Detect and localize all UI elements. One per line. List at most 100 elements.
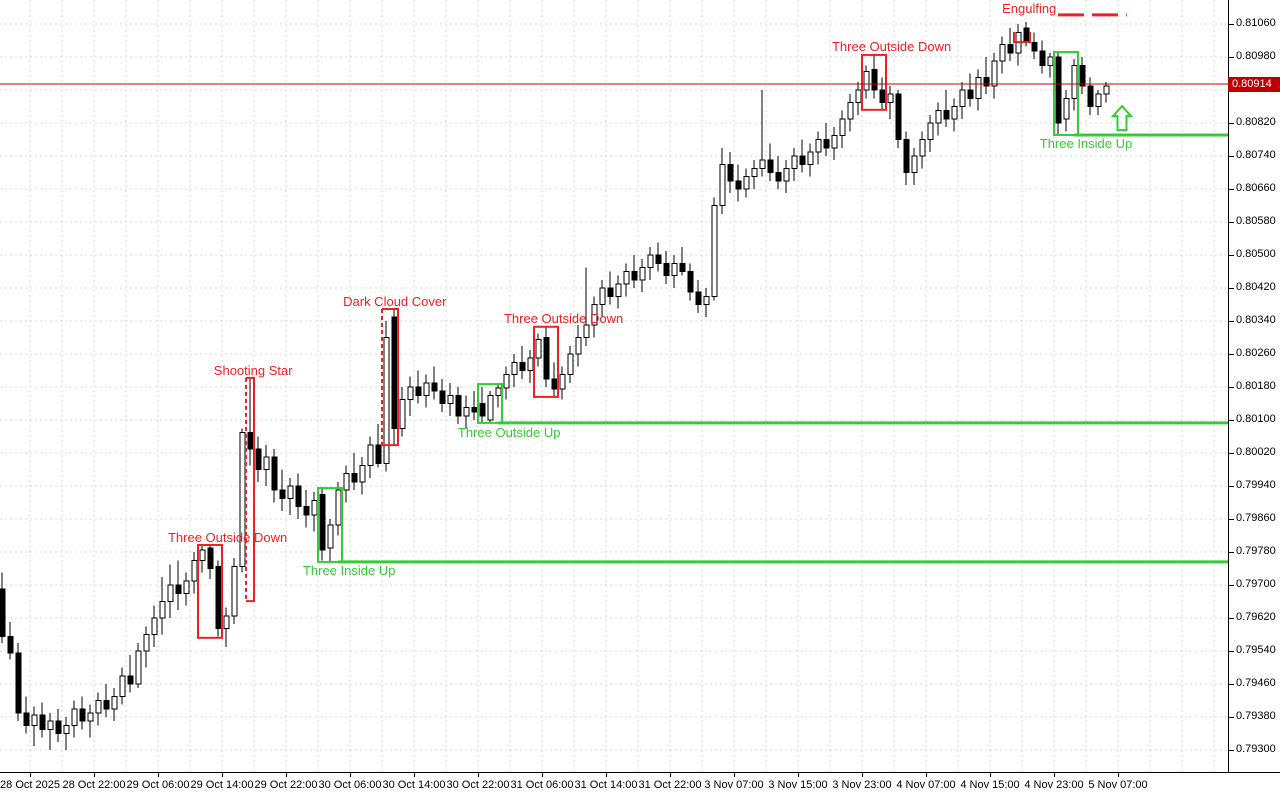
price-tick-label: 0.79620 [1236,611,1276,623]
time-tick [606,773,607,777]
price-tick-label: 0.79860 [1236,512,1276,524]
time-axis: 28 Oct 2025 28 Oct 22:00 29 Oct 06:00 29 Oc… [0,772,1280,800]
price-tick [1229,255,1234,256]
pattern-label: Dark Cloud Cover [343,294,447,309]
grid [0,0,1228,772]
time-tick-label: 31 Oct 14:00 [574,779,638,791]
time-tick-label: 3 Nov 15:00 [768,779,828,791]
price-tick [1229,156,1234,157]
price-tick [1229,585,1234,586]
price-tick-label: 0.81060 [1236,17,1276,29]
time-tick-label: 31 Oct 22:00 [638,779,702,791]
price-axis: 0.810600.809800.809000.808200.807400.806… [1228,0,1280,772]
price-tick [1229,486,1234,487]
time-tick-label: 3 Nov 07:00 [704,779,764,791]
price-tick [1229,123,1234,124]
pattern-rays [338,13,1228,564]
time-tick-label: 28 Oct 2025 [0,779,60,791]
price-tick [1229,222,1234,223]
pattern-label: Three Outside Down [168,530,287,545]
candlestick-plot[interactable]: Three Outside Down Shooting Star Dark Clou… [0,0,1228,772]
time-tick [990,773,991,777]
time-tick [670,773,671,777]
time-tick [350,773,351,777]
pattern-markers: Three Outside Down Shooting Star Dark Clou… [168,1,1134,639]
time-tick-label: 3 Nov 23:00 [832,779,892,791]
price-tick-label: 0.80820 [1236,116,1276,128]
time-tick [222,773,223,777]
price-tick-label: 0.80020 [1236,446,1276,458]
time-tick-label: 5 Nov 07:00 [1088,779,1148,791]
time-tick [734,773,735,777]
current-price-badge: 0.80914 [1228,77,1280,92]
price-tick [1229,651,1234,652]
pattern-label: Three Inside Up [1040,136,1133,151]
price-tick-label: 0.80660 [1236,182,1276,194]
price-tick [1229,189,1234,190]
price-tick [1229,57,1234,58]
price-tick [1229,684,1234,685]
time-tick-label: 29 Oct 14:00 [190,779,254,791]
price-tick [1229,354,1234,355]
time-tick [478,773,479,777]
price-tick-label: 0.79940 [1236,479,1276,491]
pattern-label: Shooting Star [214,363,293,378]
time-tick [158,773,159,777]
time-tick [286,773,287,777]
time-tick [862,773,863,777]
price-tick-label: 0.79700 [1236,578,1276,590]
time-tick-label: 31 Oct 06:00 [510,779,574,791]
price-tick-label: 0.79460 [1236,677,1276,689]
up-arrow-icon [1110,104,1134,132]
time-tick-label: 30 Oct 06:00 [318,779,382,791]
price-tick-label: 0.80740 [1236,149,1276,161]
pattern-label: Three Outside Down [832,39,951,54]
price-tick-label: 0.80420 [1236,281,1276,293]
price-tick-label: 0.79380 [1236,710,1276,722]
price-tick [1229,321,1234,322]
price-tick-label: 0.80980 [1236,50,1276,62]
price-tick-label: 0.80180 [1236,380,1276,392]
pattern-label: Engulfing [1002,1,1056,16]
price-tick-label: 0.79300 [1236,743,1276,755]
price-tick-label: 0.80500 [1236,248,1276,260]
pattern-label: Three Outside Up [458,425,561,440]
price-tick [1229,288,1234,289]
price-tick [1229,420,1234,421]
price-tick [1229,750,1234,751]
price-tick-label: 0.79780 [1236,545,1276,557]
time-tick [542,773,543,777]
price-tick [1229,453,1234,454]
price-tick-label: 0.80580 [1236,215,1276,227]
time-tick-label: 4 Nov 23:00 [1024,779,1084,791]
time-tick [926,773,927,777]
price-tick-label: 0.80100 [1236,413,1276,425]
pattern-label: Three Outside Down [504,311,623,326]
time-tick-label: 30 Oct 22:00 [446,779,510,791]
price-tick [1229,519,1234,520]
price-tick-label: 0.80340 [1236,314,1276,326]
time-tick [798,773,799,777]
time-tick-label: 4 Nov 07:00 [896,779,956,791]
price-tick [1229,618,1234,619]
price-tick [1229,24,1234,25]
time-tick-label: 30 Oct 14:00 [382,779,446,791]
price-tick [1229,552,1234,553]
time-tick-label: 29 Oct 06:00 [126,779,190,791]
time-tick [1118,773,1119,777]
time-tick-label: 28 Oct 22:00 [62,779,126,791]
price-tick [1229,717,1234,718]
time-tick [94,773,95,777]
pattern-label: Three Inside Up [303,563,396,578]
price-tick-label: 0.79540 [1236,644,1276,656]
time-tick [414,773,415,777]
time-tick-label: 4 Nov 15:00 [960,779,1020,791]
time-tick [1054,773,1055,777]
time-tick [30,773,31,777]
candles [0,21,1110,750]
price-tick [1229,387,1234,388]
price-tick-label: 0.80260 [1236,347,1276,359]
time-tick-label: 29 Oct 22:00 [254,779,318,791]
